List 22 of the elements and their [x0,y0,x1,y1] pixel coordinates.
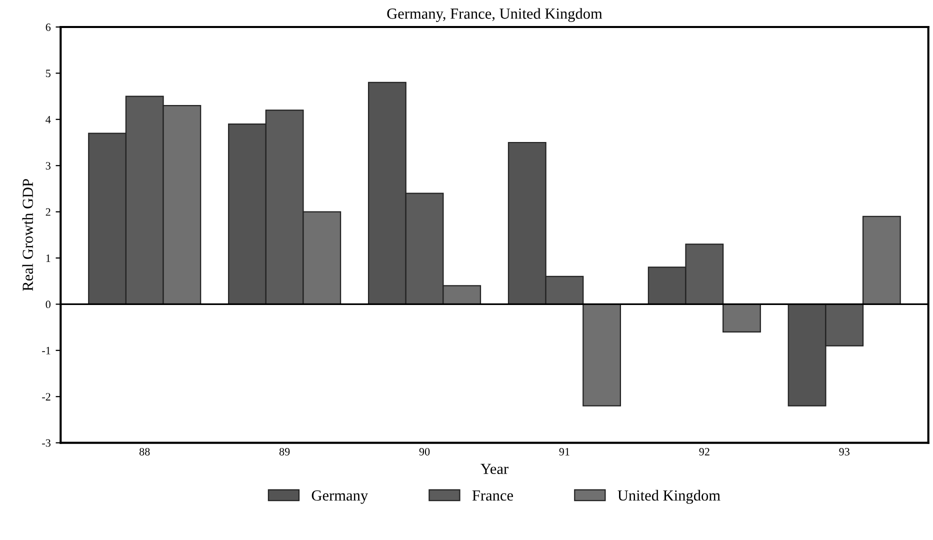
y-tick-label: -1 [42,346,50,354]
x-tick-label: 93 [839,448,850,456]
legend-label: Germany [312,490,368,504]
y-axis-title: Real Growth GDP [22,179,34,291]
y-tick-label: 1 [46,254,50,262]
x-tick-label: 91 [559,448,570,456]
x-axis-title: Year [480,464,508,474]
y-tick-label: 2 [46,208,50,216]
y-tick-label: 0 [46,300,50,308]
y-tick-label: -3 [42,439,50,447]
x-tick-label: 90 [419,448,430,456]
x-tick-label: 92 [699,448,710,456]
y-tick-label: 6 [46,23,51,31]
y-tick-label: -2 [42,393,50,400]
y-tick-label: 5 [46,70,50,78]
y-tick-label: 3 [46,162,50,170]
y-tick-label: 4 [46,116,51,124]
x-tick-label: 89 [279,448,290,456]
chart-title: Germany, France, United Kingdom [387,8,602,22]
x-tick-label: 88 [139,448,150,456]
legend-label: France [472,490,513,501]
legend-label: United Kingdom [618,490,720,504]
